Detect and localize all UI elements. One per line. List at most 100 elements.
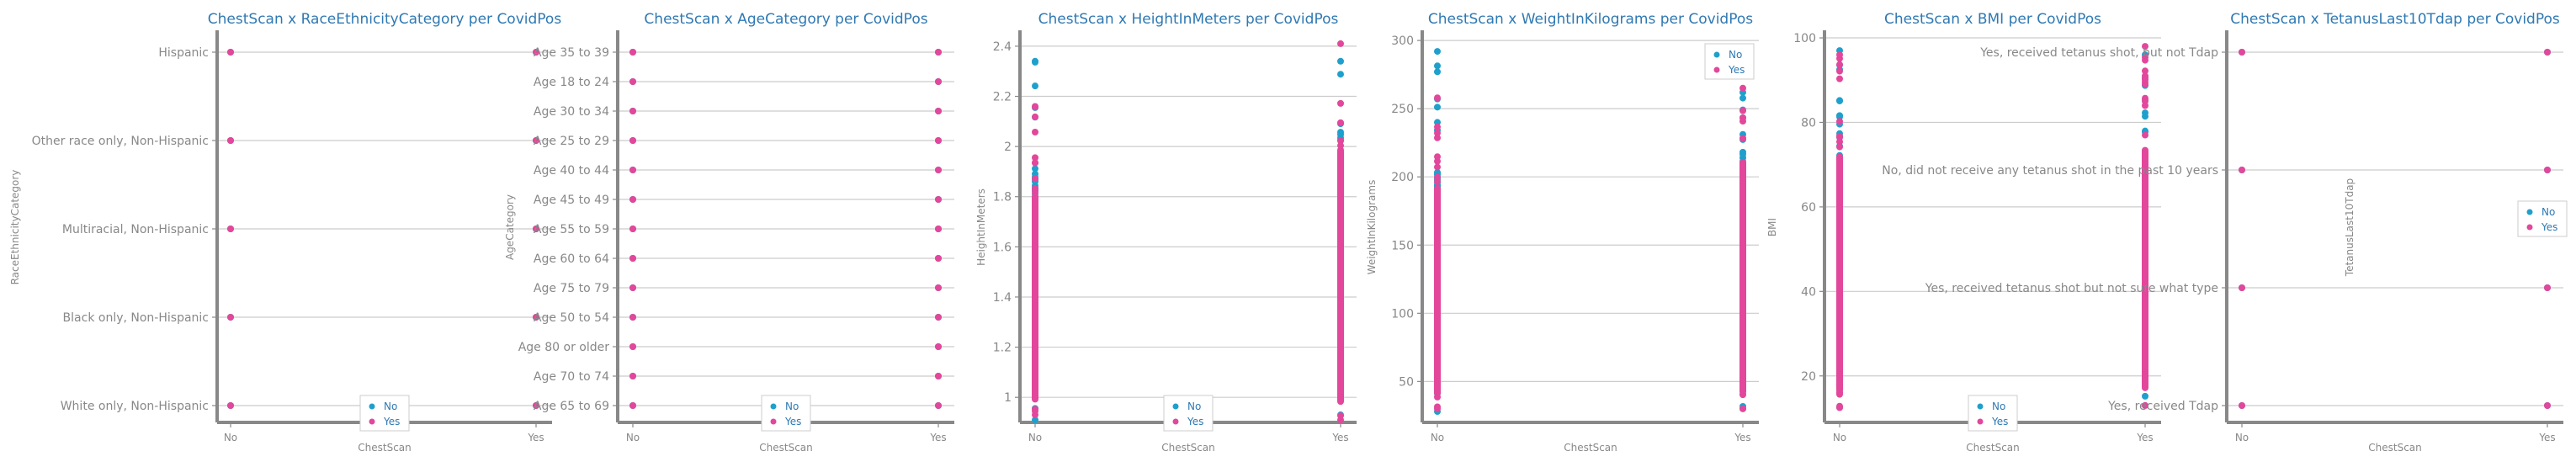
chart-title: ChestScan x RaceEthnicityCategory per Co… (208, 11, 562, 28)
data-point-no (1434, 68, 1441, 76)
legend-marker-no (369, 403, 375, 410)
x-tick-label: Yes (929, 432, 946, 443)
point-layer (1836, 43, 2148, 411)
x-tick-label: Yes (1734, 432, 1750, 443)
data-point-yes (1739, 107, 1746, 114)
data-point-yes (935, 78, 942, 85)
data-point-yes (1836, 67, 1843, 75)
legend: No Yes (1968, 395, 2018, 432)
data-point-no (1032, 417, 1038, 424)
y-tick-label: 1.6 (993, 241, 1012, 254)
data-point-yes (629, 343, 636, 350)
data-point-yes (629, 284, 636, 291)
data-point-yes (629, 78, 636, 85)
data-point-yes (1836, 404, 1843, 411)
data-point-yes (1032, 411, 1038, 419)
y-tick-label: Age 80 or older (518, 341, 610, 354)
point-layer (1434, 48, 1746, 416)
data-point-yes (533, 402, 539, 409)
data-point-yes (1739, 118, 1746, 125)
data-point-yes (1434, 94, 1441, 102)
data-point-yes (629, 196, 636, 203)
data-point-yes (1836, 118, 1843, 125)
legend-label-no: No (785, 401, 799, 412)
data-point-yes (1836, 61, 1843, 68)
chart-panel-2: ChestScan x AgeCategory per CovidPos Age … (504, 11, 954, 454)
y-tick-label: Age 55 to 59 (534, 223, 609, 236)
legend-marker-yes (1172, 418, 1179, 425)
dense-points-yes (1337, 149, 1344, 406)
data-point-yes (1836, 133, 1843, 141)
y-tick-label: No, did not receive any tetanus shot in … (1882, 164, 2218, 178)
y-tick-label: 1.4 (993, 291, 1012, 305)
y-tick-label: Age 45 to 49 (534, 194, 609, 207)
data-point-yes (935, 137, 942, 144)
y-axis-label: WeightInKilograms (1366, 180, 1378, 275)
data-point-yes (1032, 184, 1038, 192)
data-point-yes (1836, 138, 1843, 146)
x-axis-label: ChestScan (1564, 442, 1617, 454)
chart-panel-6: ChestScan x TetanusLast10Tdap per CovidP… (1882, 11, 2568, 454)
data-point-no (1739, 151, 1746, 158)
y-tick-label: Yes, received tetanus shot, but not Tdap (1979, 46, 2218, 60)
y-axis-label: RaceEthnicityCategory (9, 170, 21, 285)
data-point-no (1434, 103, 1441, 111)
y-tick-label: Age 35 to 39 (534, 46, 609, 60)
data-point-yes (629, 314, 636, 321)
data-point-yes (1434, 173, 1441, 181)
data-point-yes (1836, 51, 1843, 59)
legend-marker-no (1977, 403, 1984, 410)
legend-label-yes: Yes (2541, 221, 2557, 233)
legend-label-no: No (1729, 49, 1742, 61)
data-point-yes (2239, 284, 2245, 291)
data-point-yes (1032, 154, 1038, 162)
legend-box (1968, 395, 2018, 432)
legend-marker-no (770, 403, 777, 410)
legend-label-yes: Yes (383, 416, 400, 427)
data-point-yes (2544, 284, 2551, 291)
data-point-yes (2142, 56, 2148, 64)
y-tick-label: Multiracial, Non-Hispanic (62, 223, 209, 236)
data-point-yes (935, 402, 942, 409)
x-tick-label: Yes (2538, 432, 2555, 443)
y-tick-label: 60 (1801, 201, 1816, 215)
data-point-yes (227, 314, 234, 321)
y-tick-label: Age 65 to 69 (534, 400, 609, 413)
data-point-yes (1337, 137, 1344, 145)
y-tick-label: 1.2 (993, 342, 1012, 355)
data-point-yes (533, 49, 539, 56)
data-point-yes (1337, 142, 1344, 150)
legend-label-no: No (1992, 401, 2005, 412)
y-tick-label: Age 40 to 44 (534, 164, 609, 178)
legend-marker-no (2526, 209, 2533, 215)
data-point-yes (1739, 135, 1746, 142)
y-tick-label: 250 (1391, 103, 1414, 116)
data-point-yes (1836, 143, 1843, 151)
legend-marker-no (1172, 403, 1179, 410)
y-tick-label: 150 (1391, 239, 1414, 252)
legend: No Yes (1163, 395, 1214, 432)
data-point-yes (629, 167, 636, 173)
data-point-no (1836, 97, 1843, 104)
y-tick-label: 80 (1801, 116, 1816, 130)
chart-panel-4: ChestScan x WeightInKilograms per CovidP… (1366, 11, 1759, 454)
legend-label-yes: Yes (1728, 64, 1745, 76)
x-axis-label: ChestScan (358, 442, 412, 454)
legend: No Yes (359, 395, 410, 432)
chart-panel-3: ChestScan x HeightInMeters per CovidPos 1… (975, 11, 1357, 454)
data-point-no (2142, 113, 2148, 120)
x-axis-label: ChestScan (2368, 442, 2422, 454)
y-tick-label: Yes, received Tdap (2107, 400, 2218, 413)
data-point-yes (533, 314, 539, 321)
legend-box (359, 395, 410, 432)
chart-title: ChestScan x BMI per CovidPos (1884, 11, 2101, 28)
data-point-yes (533, 226, 539, 232)
legend-label-no: No (1187, 401, 1201, 412)
legend: No Yes (761, 395, 811, 432)
data-point-yes (1434, 157, 1441, 165)
data-point-yes (629, 137, 636, 144)
data-point-yes (2142, 94, 2148, 102)
data-point-yes (227, 49, 234, 56)
data-point-yes (935, 167, 942, 173)
x-tick-label: No (2235, 432, 2249, 443)
